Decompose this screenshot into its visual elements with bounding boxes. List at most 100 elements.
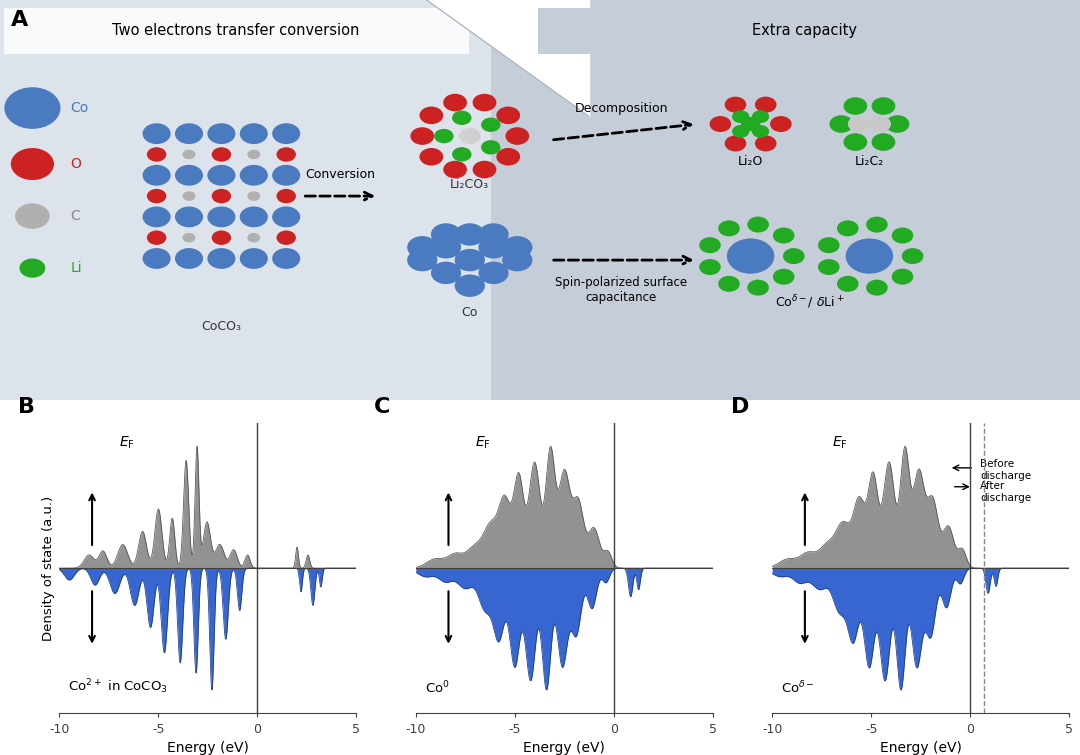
Circle shape [699, 237, 720, 253]
Circle shape [272, 165, 300, 186]
Circle shape [872, 134, 895, 151]
Circle shape [183, 233, 195, 242]
Circle shape [212, 189, 231, 203]
Circle shape [147, 230, 166, 245]
Circle shape [183, 149, 195, 159]
Circle shape [407, 249, 437, 271]
Y-axis label: Density of state (a.u.): Density of state (a.u.) [42, 495, 55, 641]
X-axis label: Energy (eV): Energy (eV) [880, 741, 961, 755]
Circle shape [207, 165, 235, 186]
Circle shape [727, 239, 774, 274]
Circle shape [892, 227, 914, 244]
Circle shape [443, 161, 467, 178]
Circle shape [848, 116, 869, 132]
Circle shape [866, 279, 888, 296]
Circle shape [453, 110, 472, 125]
Circle shape [247, 191, 260, 201]
Circle shape [207, 248, 235, 269]
FancyBboxPatch shape [0, 0, 491, 400]
Text: Co$^{2+}$ in CoCO$_3$: Co$^{2+}$ in CoCO$_3$ [68, 677, 168, 696]
Text: Co: Co [461, 306, 478, 319]
Circle shape [183, 191, 195, 201]
Circle shape [755, 97, 777, 112]
Circle shape [866, 217, 888, 233]
Circle shape [455, 249, 485, 271]
Text: Spin-polarized surface
capacitance: Spin-polarized surface capacitance [555, 276, 687, 304]
Circle shape [240, 206, 268, 227]
Circle shape [143, 123, 171, 144]
Circle shape [147, 189, 166, 203]
Circle shape [272, 248, 300, 269]
Text: Li₂CO₃: Li₂CO₃ [450, 177, 489, 190]
Circle shape [240, 248, 268, 269]
Circle shape [752, 110, 769, 123]
Circle shape [732, 110, 750, 123]
Circle shape [175, 248, 203, 269]
Circle shape [147, 147, 166, 162]
Circle shape [699, 259, 720, 275]
Circle shape [212, 230, 231, 245]
Text: Co$^0$: Co$^0$ [424, 680, 449, 696]
Circle shape [212, 147, 231, 162]
Text: A: A [11, 10, 28, 29]
Circle shape [725, 135, 746, 152]
Circle shape [143, 206, 171, 227]
Circle shape [869, 116, 891, 132]
Circle shape [755, 135, 777, 152]
Circle shape [481, 118, 500, 132]
Text: After
discharge: After discharge [981, 481, 1031, 503]
Circle shape [410, 128, 434, 145]
Circle shape [455, 275, 485, 297]
Polygon shape [427, 0, 589, 116]
Circle shape [143, 165, 171, 186]
Circle shape [247, 233, 260, 242]
Circle shape [272, 206, 300, 227]
Circle shape [718, 276, 740, 292]
Circle shape [431, 223, 461, 245]
Circle shape [455, 223, 485, 245]
X-axis label: Energy (eV): Energy (eV) [524, 741, 605, 755]
Circle shape [434, 129, 454, 143]
Circle shape [710, 116, 731, 132]
Circle shape [505, 128, 529, 145]
Text: Co$^{\delta-}$/ $\delta$Li$^+$: Co$^{\delta-}$/ $\delta$Li$^+$ [775, 294, 845, 311]
Circle shape [407, 236, 437, 258]
Text: D: D [730, 397, 750, 417]
Circle shape [843, 134, 867, 151]
Circle shape [419, 148, 443, 165]
Circle shape [773, 269, 795, 285]
Circle shape [478, 236, 509, 258]
Circle shape [892, 269, 914, 285]
Circle shape [837, 276, 859, 292]
Circle shape [481, 140, 500, 155]
Circle shape [11, 148, 54, 180]
Circle shape [143, 248, 171, 269]
Circle shape [773, 227, 795, 244]
Circle shape [497, 106, 521, 124]
Text: CoCO₃: CoCO₃ [201, 320, 242, 333]
Circle shape [818, 237, 839, 253]
Circle shape [818, 259, 839, 275]
Circle shape [902, 248, 923, 264]
Circle shape [175, 206, 203, 227]
Circle shape [15, 203, 50, 229]
Circle shape [732, 125, 750, 138]
Circle shape [829, 116, 853, 133]
Circle shape [478, 262, 509, 284]
Circle shape [473, 161, 497, 178]
Circle shape [886, 116, 909, 133]
Text: $E_{\mathrm{F}}$: $E_{\mathrm{F}}$ [119, 434, 135, 451]
FancyBboxPatch shape [538, 8, 1072, 54]
Circle shape [276, 189, 296, 203]
Text: B: B [17, 397, 35, 417]
Circle shape [431, 262, 461, 284]
Circle shape [272, 123, 300, 144]
Circle shape [431, 236, 461, 258]
Circle shape [747, 217, 769, 233]
Text: C: C [375, 397, 391, 417]
Circle shape [4, 88, 60, 129]
Circle shape [459, 128, 481, 144]
Circle shape [837, 220, 859, 236]
Circle shape [872, 97, 895, 115]
Text: Conversion: Conversion [306, 168, 375, 181]
